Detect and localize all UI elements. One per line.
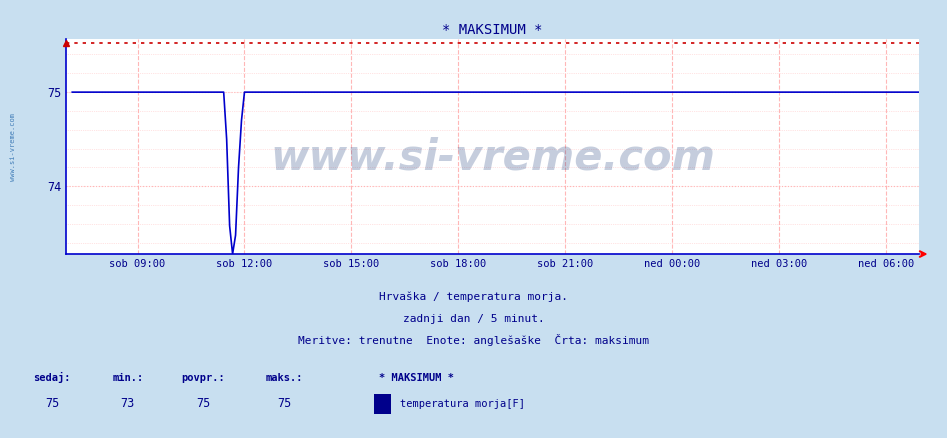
- Text: 75: 75: [45, 397, 60, 410]
- Text: sedaj:: sedaj:: [33, 372, 71, 383]
- Text: povpr.:: povpr.:: [182, 373, 225, 383]
- Text: zadnji dan / 5 minut.: zadnji dan / 5 minut.: [402, 314, 545, 324]
- Text: Hrvaška / temperatura morja.: Hrvaška / temperatura morja.: [379, 292, 568, 302]
- Text: * MAKSIMUM *: * MAKSIMUM *: [379, 373, 454, 383]
- Title: * MAKSIMUM *: * MAKSIMUM *: [442, 23, 543, 37]
- Text: temperatura morja[F]: temperatura morja[F]: [400, 399, 525, 410]
- Text: 75: 75: [196, 397, 211, 410]
- Text: Meritve: trenutne  Enote: anglešaške  Črta: maksimum: Meritve: trenutne Enote: anglešaške Črta…: [298, 334, 649, 346]
- Text: 73: 73: [120, 397, 135, 410]
- Text: maks.:: maks.:: [265, 373, 303, 383]
- Text: www.si-vreme.com: www.si-vreme.com: [10, 113, 16, 181]
- Text: min.:: min.:: [113, 373, 143, 383]
- Text: www.si-vreme.com: www.si-vreme.com: [270, 137, 715, 178]
- Text: 75: 75: [277, 397, 292, 410]
